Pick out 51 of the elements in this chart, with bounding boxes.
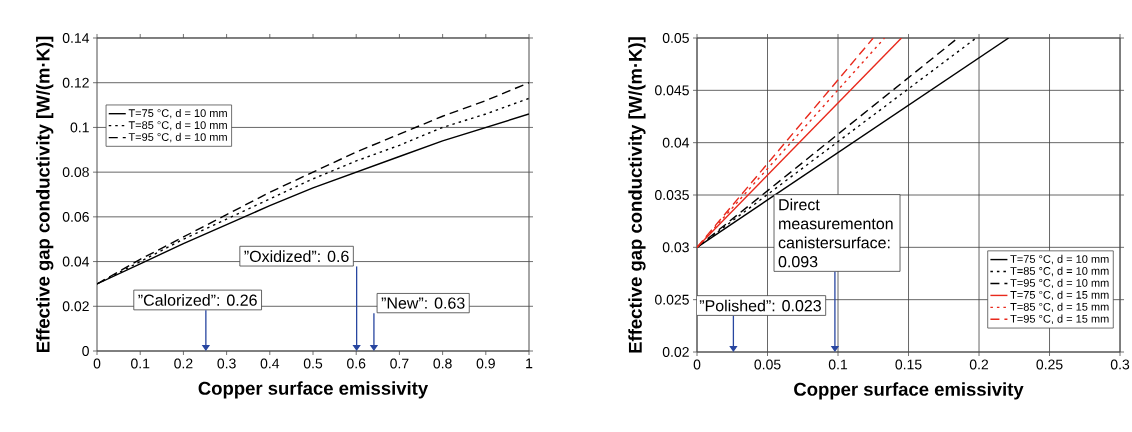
x-tick-label: 0.8 — [433, 358, 452, 369]
y-tick-label: 0.06 — [62, 211, 89, 222]
legend-label: T=95 °C, d = 10 mm — [1010, 278, 1109, 289]
legend-label: T=85 °C, d = 10 mm — [128, 120, 227, 131]
y-tick-label: 0.035 — [655, 190, 689, 200]
x-tick-label: 1 — [526, 358, 533, 369]
x-tick-label: 0.6 — [347, 358, 366, 369]
y-tick-label: 0.02 — [662, 347, 689, 357]
y-tick-label: 0.03 — [662, 242, 689, 253]
y-tick-label: 0.05 — [662, 33, 689, 43]
x-tick-label: 0.2 — [174, 358, 193, 369]
x-tick-label: 0 — [93, 358, 101, 369]
y-tick-label: 0.02 — [62, 301, 89, 312]
legend-label: T=75 °C, d = 10 mm — [1010, 254, 1109, 265]
x-tick-label: 0.3 — [1110, 359, 1130, 370]
x-axis-title: Copper surface emissivity — [794, 382, 1024, 400]
x-tick-label: 0.3 — [217, 358, 236, 369]
annotation: ”Oxidized”: 0.6 — [244, 250, 349, 263]
y-tick-label: 0.14 — [62, 33, 90, 43]
legend-label: T=75 °C, d = 15 mm — [1010, 290, 1109, 301]
legend-label: T=85 °C, d = 10 mm — [1010, 266, 1109, 277]
y-tick-label: 0.1 — [70, 122, 89, 133]
y-tick-label: 0.04 — [662, 137, 690, 148]
x-tick-label: 0.4 — [260, 358, 280, 369]
x-tick-label: 0.1 — [131, 358, 150, 369]
x-tick-label: 0.1 — [828, 359, 848, 370]
legend-label: T=85 °C, d = 15 mm — [1010, 302, 1109, 313]
x-tick-label: 0.05 — [754, 359, 781, 370]
y-axis-title: Effective gap conductivity [W/(m·K)] — [36, 36, 54, 353]
annotation: ”New”: 0.63 — [381, 297, 465, 309]
annotation: ”Polished”: 0.023 — [699, 299, 821, 312]
y-tick-label: 0.12 — [62, 77, 89, 88]
legend-label: T=95 °C, d = 15 mm — [1010, 314, 1109, 324]
annotation: ”Calorized”: 0.26 — [138, 294, 257, 306]
y-tick-label: 0.045 — [655, 85, 689, 96]
x-tick-label: 0 — [693, 359, 701, 370]
y-axis-title: Effective gap conductivity [W/(m·K)] — [628, 37, 646, 353]
x-tick-label: 0.25 — [1036, 359, 1063, 370]
y-tick-label: 0.04 — [62, 256, 90, 267]
x-tick-label: 0.9 — [476, 358, 495, 369]
x-tick-label: 0.2 — [969, 359, 989, 370]
annotation: Direct measurementon canistersurface: 0.093 — [778, 198, 893, 268]
y-tick-label: 0 — [82, 346, 89, 356]
y-tick-label: 0.08 — [62, 167, 89, 178]
legend-label: T=95 °C, d = 10 mm — [128, 132, 227, 143]
x-tick-label: 0.15 — [895, 359, 922, 370]
x-tick-label: 0.7 — [390, 358, 409, 369]
x-tick-label: 0.5 — [303, 358, 323, 369]
legend-label: T=75 °C, d = 10 mm — [128, 108, 227, 119]
x-axis-title: Copper surface emissivity — [198, 381, 429, 399]
y-tick-label: 0.025 — [655, 294, 689, 305]
